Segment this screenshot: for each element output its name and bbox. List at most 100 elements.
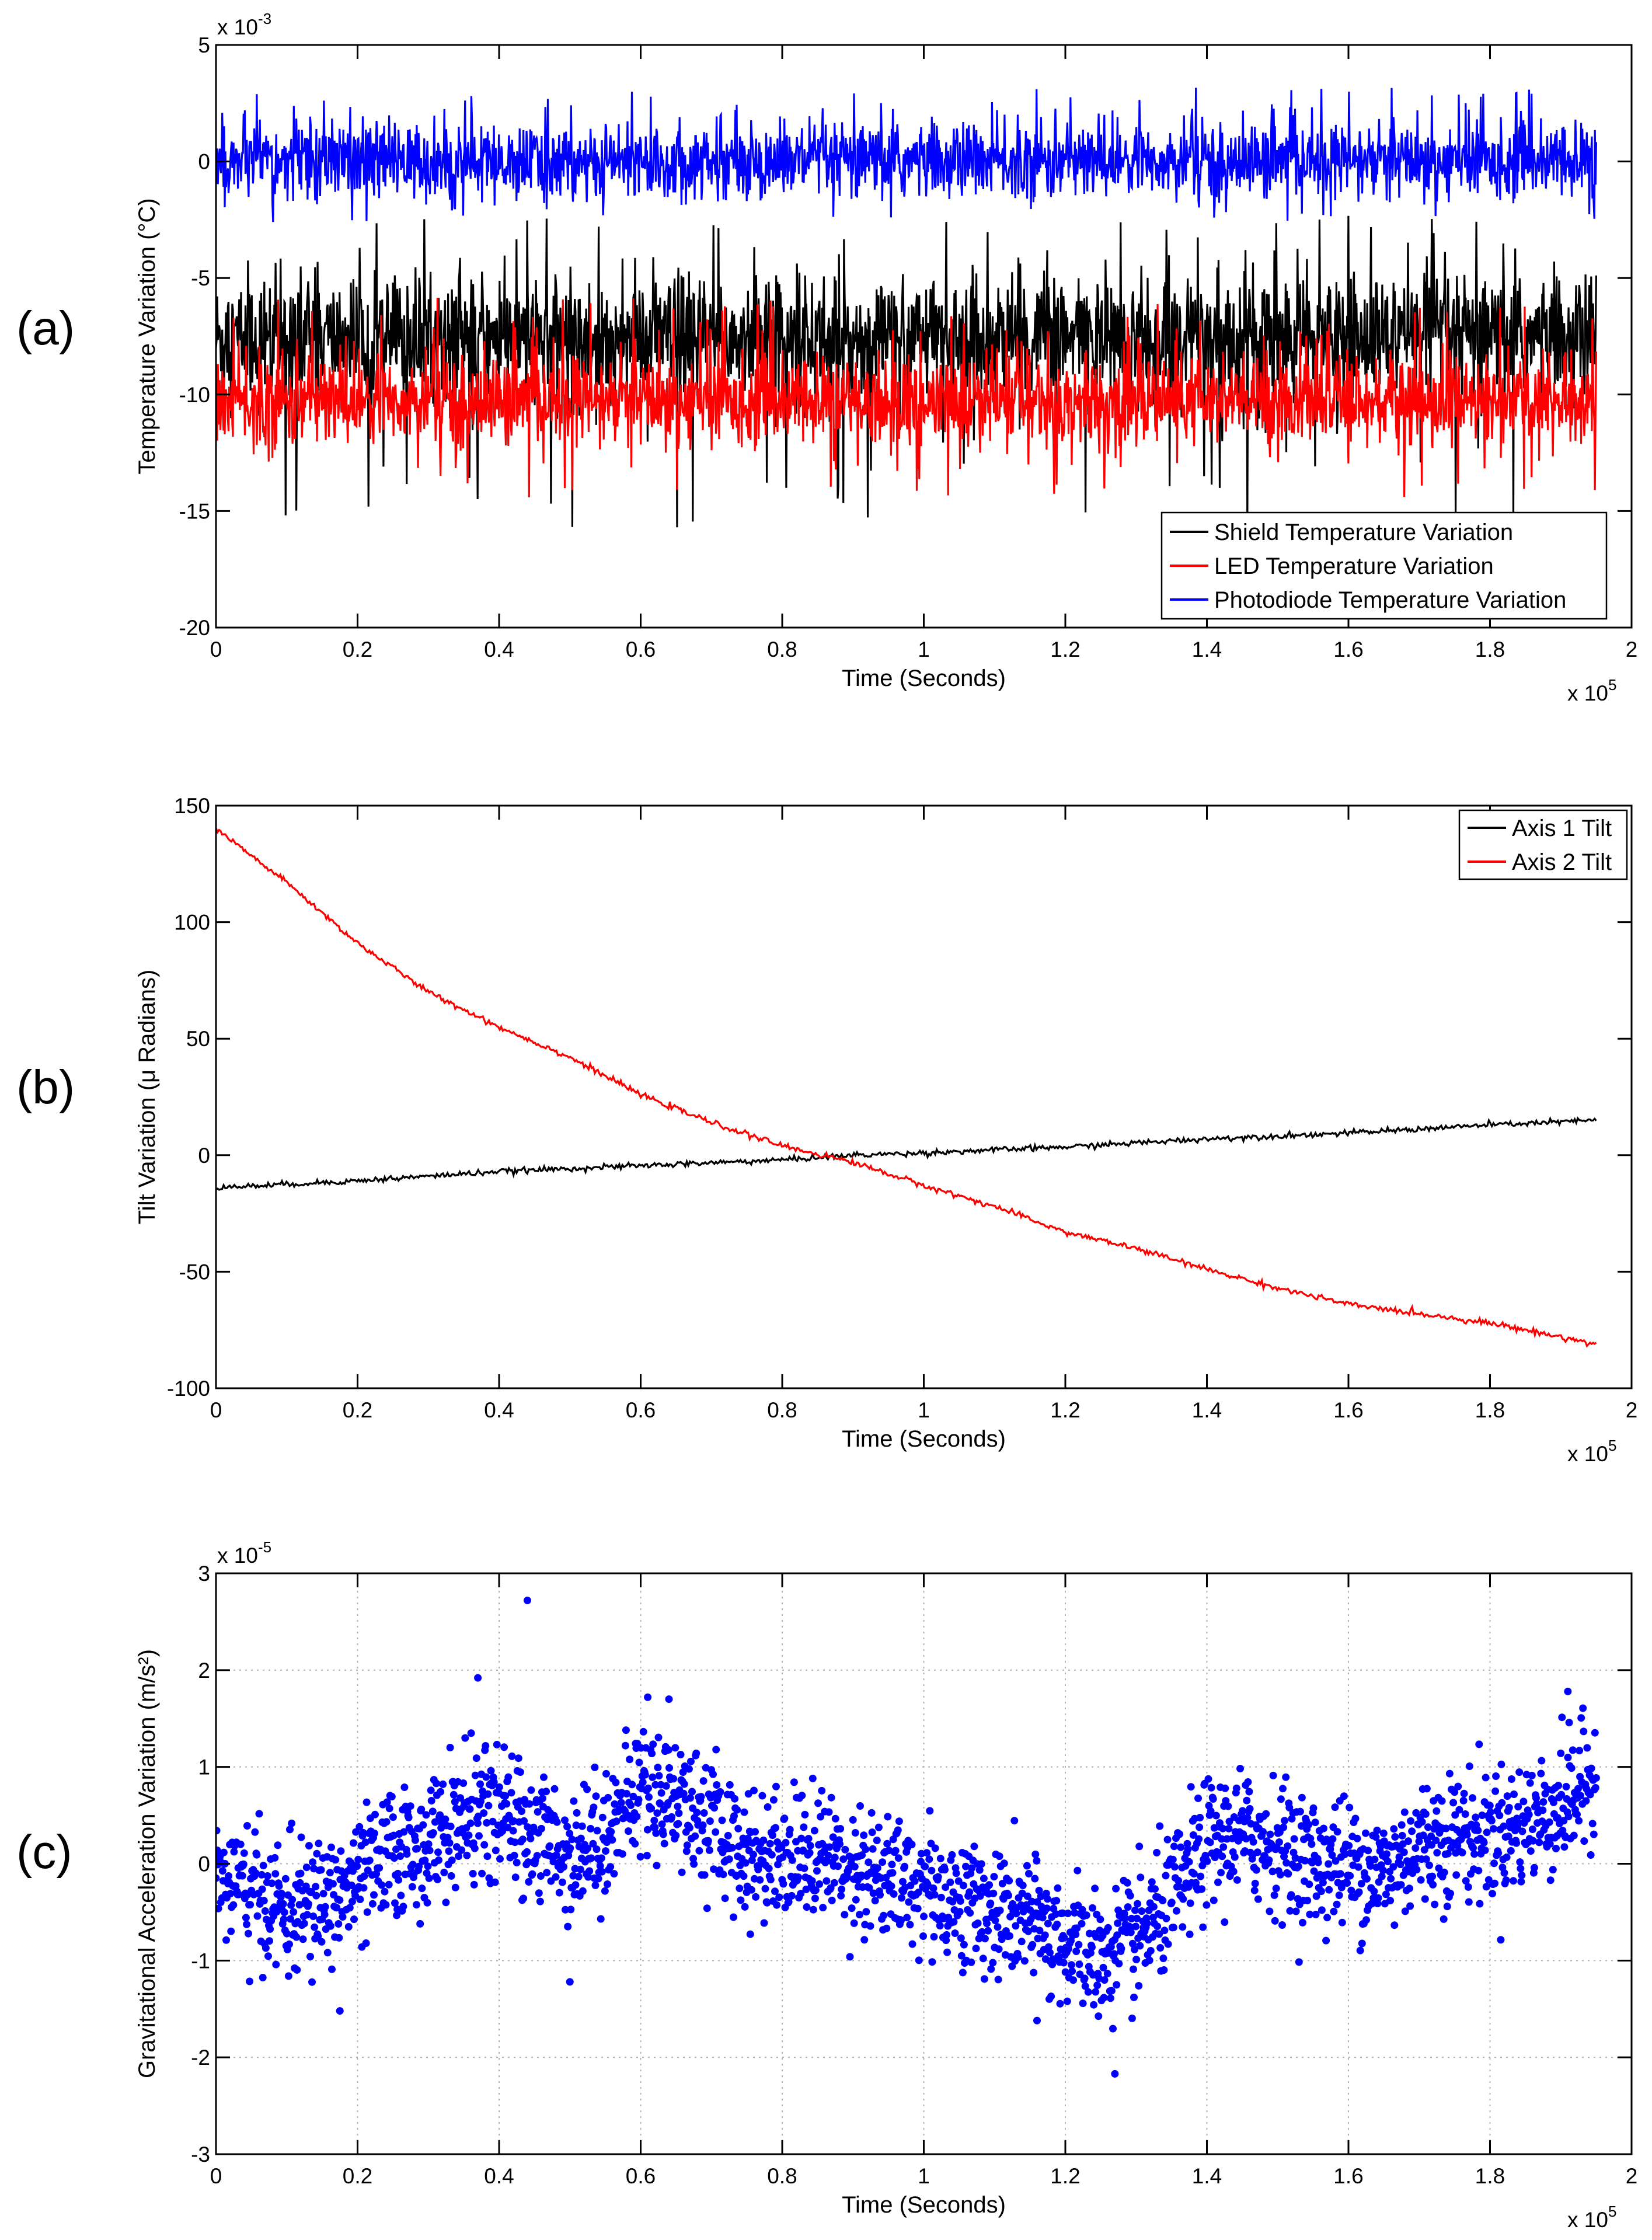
scatter-point (280, 1915, 288, 1924)
scatter-point (718, 1816, 726, 1824)
scatter-point (959, 1969, 967, 1977)
x-tick-label: 1.2 (1050, 2164, 1080, 2188)
scatter-point (1195, 1835, 1203, 1843)
scatter-point (268, 1879, 276, 1887)
scatter-point (535, 1889, 543, 1897)
scatter-point (563, 1823, 571, 1831)
scatter-point (1364, 1847, 1372, 1855)
scatter-point (1319, 1879, 1327, 1887)
scatter-point (1029, 1941, 1037, 1949)
scatter-point (1151, 1885, 1159, 1893)
scatter-point (888, 1861, 896, 1869)
scatter-point (496, 1855, 504, 1863)
scatter-point (567, 1905, 575, 1914)
scatter-point (1426, 1861, 1433, 1869)
scatter-point (1440, 1868, 1448, 1876)
scatter-point (1338, 1918, 1346, 1927)
scatter-point (319, 1890, 327, 1898)
y-axis-label: Gravitational Acceleration Variation (m/… (134, 1649, 160, 2078)
scatter-point (1306, 1834, 1315, 1842)
scatter-point (1127, 1928, 1135, 1936)
scatter-point (928, 1958, 936, 1966)
scatter-point (830, 1879, 838, 1887)
scatter-point (266, 1925, 274, 1933)
scatter-point (1314, 1858, 1322, 1866)
scatter-point (1155, 1930, 1163, 1938)
scatter-point (1537, 1769, 1545, 1778)
scatter-point (1131, 1906, 1139, 1914)
scatter-point (873, 1837, 881, 1844)
scatter-point (1026, 1906, 1034, 1914)
scatter-point (1160, 1966, 1168, 1974)
scatter-point (1204, 1775, 1212, 1783)
scatter-point (252, 1869, 260, 1877)
scatter-point (1024, 1927, 1032, 1935)
scatter-point (245, 1929, 252, 1938)
x-tick-label: 0.2 (343, 2164, 372, 2188)
scatter-point (1586, 1790, 1594, 1799)
scatter-point (772, 1824, 779, 1832)
y-tick-label: -1 (191, 1949, 210, 1973)
scatter-point (725, 1855, 733, 1863)
y-tick-label: 3 (198, 1562, 210, 1586)
scatter-point (346, 1904, 354, 1912)
scatter-point (1476, 1900, 1484, 1908)
ticks-c (215, 1572, 1633, 2155)
scatter-point (503, 1800, 511, 1808)
scatter-point (1463, 1831, 1471, 1839)
scatter-point (259, 1862, 267, 1870)
scatter-point (363, 1908, 371, 1916)
scatter-point (1270, 1891, 1278, 1899)
scatter-point (799, 1847, 807, 1854)
legend-label: Photodiode Temperature Variation (1214, 587, 1566, 613)
scatter-point (480, 1809, 488, 1817)
scatter-point (601, 1887, 609, 1895)
scatter-point (837, 1891, 845, 1900)
scatter-point (1470, 1850, 1479, 1858)
x-tick-label: 1 (918, 637, 930, 661)
scatter-point (1153, 1849, 1161, 1856)
scatter-point (467, 1729, 475, 1737)
scatter-point (574, 1873, 583, 1880)
scatter-point (643, 1852, 651, 1859)
scatter-point (627, 1801, 635, 1809)
scatter-point (869, 1845, 877, 1853)
scatter-point (703, 1904, 711, 1912)
scatter-point (393, 1911, 401, 1919)
scatter-point (1311, 1819, 1319, 1827)
scatter-point (1433, 1807, 1441, 1815)
scatter-point (1503, 1792, 1511, 1800)
scatter-point (1372, 1833, 1380, 1841)
scatter-point (1332, 1857, 1340, 1865)
scatter-point (828, 1896, 836, 1904)
scatter-point (693, 1809, 701, 1817)
scatter-point (712, 1828, 720, 1836)
scatter-point (578, 1887, 587, 1895)
scatter-point (987, 1899, 995, 1907)
scatter-point (1281, 1817, 1289, 1825)
scatter-point (1582, 1797, 1590, 1805)
scatter-point (1253, 1848, 1261, 1856)
scatter-point (1199, 1923, 1207, 1931)
y-multiplier: x 10-5 (217, 1538, 271, 1567)
x-tick-label: 0.2 (343, 1398, 372, 1422)
scatter-point (1231, 1853, 1239, 1861)
scatter-point (967, 1958, 975, 1966)
x-tick-label: 1.4 (1192, 637, 1222, 661)
scatter-point (1288, 1814, 1296, 1823)
scatter-point (585, 1867, 594, 1875)
scatter-point (665, 1695, 673, 1703)
legend-box (1458, 809, 1628, 880)
scatter-point (335, 1934, 343, 1942)
scatter-point (1056, 1999, 1064, 2008)
scatter-point (772, 1782, 780, 1790)
scatter-point (1287, 1891, 1295, 1899)
scatter-point (1012, 1922, 1020, 1930)
x-tick-label: 2 (1626, 2164, 1638, 2188)
scatter-point (385, 1804, 393, 1813)
scatter-point (1519, 1797, 1528, 1806)
scatter-point (706, 1817, 714, 1825)
scatter-point (1575, 1817, 1583, 1825)
scatter-point (1554, 1814, 1562, 1822)
scatter-point (1296, 1807, 1304, 1816)
